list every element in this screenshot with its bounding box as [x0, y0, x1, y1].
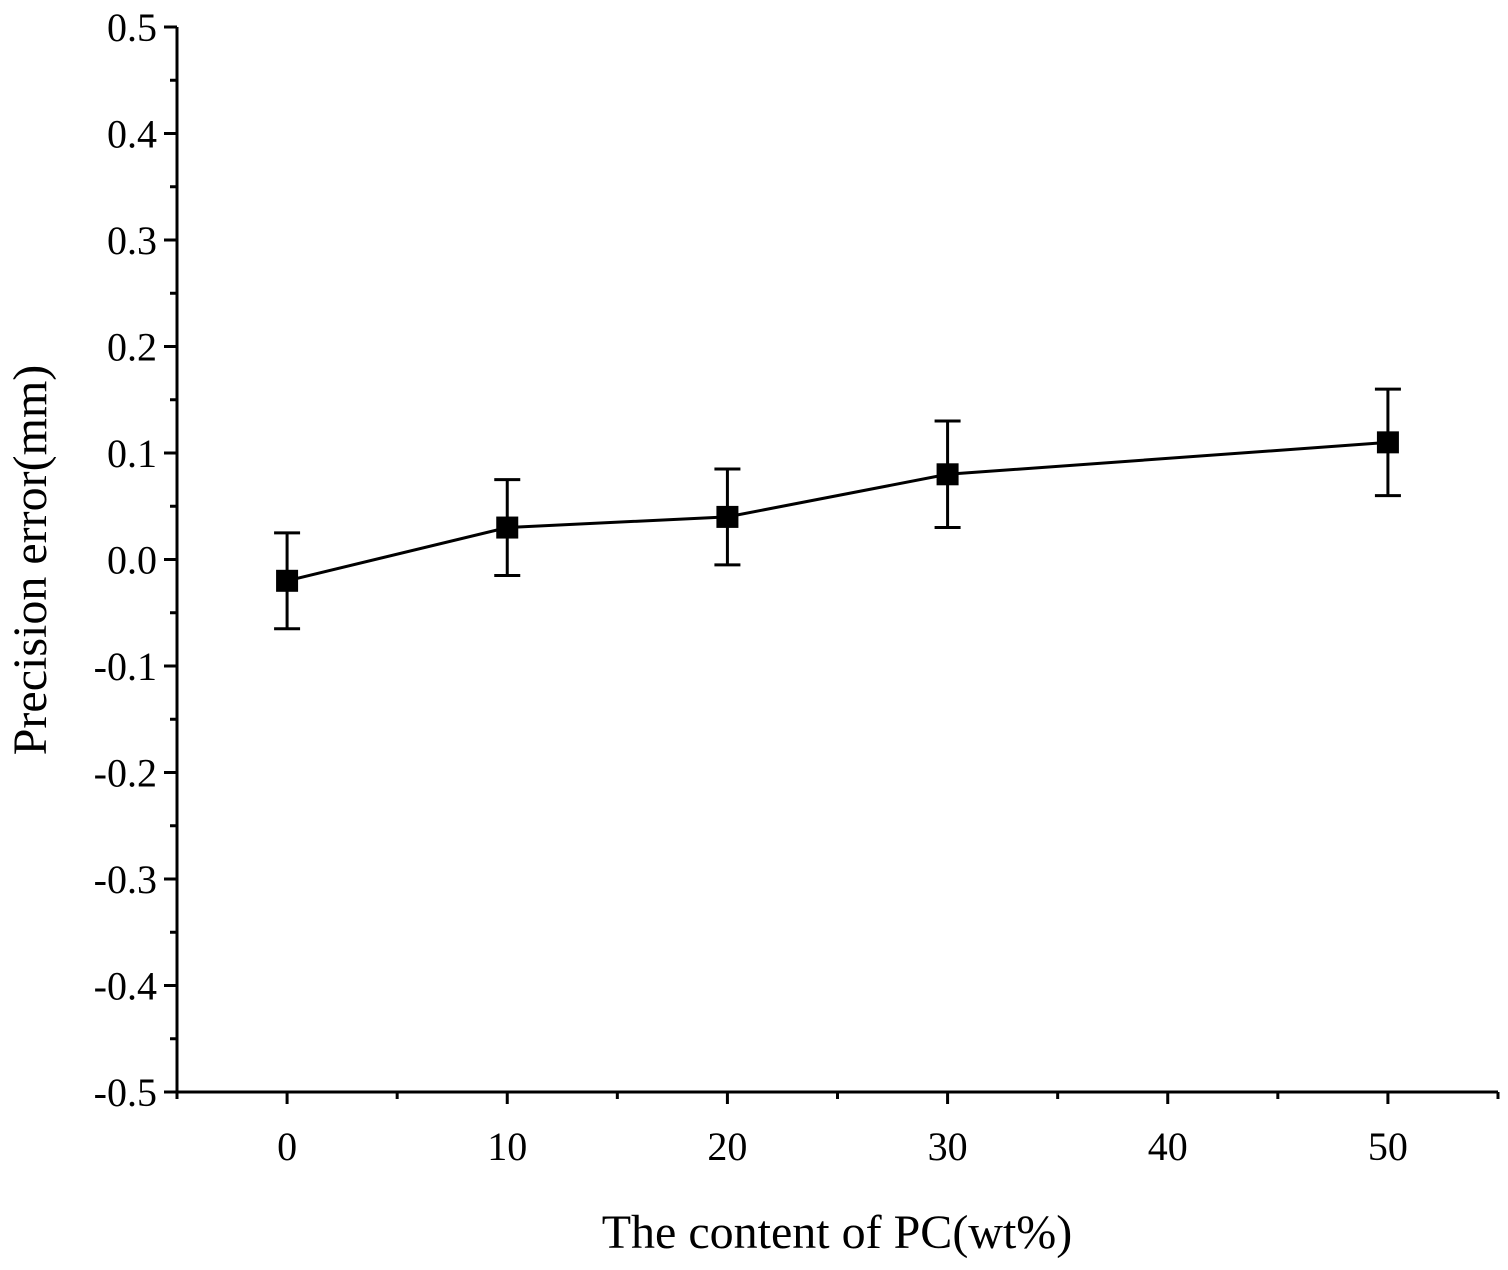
- x-tick-label: 0: [277, 1124, 297, 1169]
- y-tick-label: 0.5: [107, 5, 157, 50]
- y-tick-label: 0.2: [107, 325, 157, 370]
- series-layer: [274, 387, 1401, 631]
- x-tick-label: 30: [928, 1124, 968, 1169]
- y-tick-label: -0.1: [94, 644, 157, 689]
- series-line: [286, 440, 1389, 583]
- y-tick-label: -0.5: [94, 1070, 157, 1115]
- y-tick-label: 0.0: [107, 538, 157, 583]
- y-tick-label: -0.4: [94, 964, 157, 1009]
- y-tick-label: -0.2: [94, 751, 157, 796]
- data-point: [716, 505, 739, 528]
- x-tick-label: 40: [1148, 1124, 1188, 1169]
- x-axis-title: The content of PC(wt%): [602, 1206, 1073, 1259]
- x-tick-label: 20: [707, 1124, 747, 1169]
- data-point: [1376, 431, 1399, 454]
- x-ticks: 0 10 20 30 40 50: [175, 1092, 1500, 1169]
- y-tick-label: 0.4: [107, 112, 157, 157]
- data-point: [276, 569, 299, 592]
- y-axis-title: Precision error(mm): [4, 365, 57, 756]
- data-point: [496, 516, 519, 539]
- x-tick-label: 50: [1368, 1124, 1408, 1169]
- data-point: [936, 463, 959, 486]
- y-ticks: -0.5 -0.4 -0.3 -0.2 -0.1 0.0 0.1 0.2 0.3 0.4 0.5: [94, 5, 177, 1115]
- x-tick-label: 10: [487, 1124, 527, 1169]
- y-tick-label: 0.3: [107, 218, 157, 263]
- y-tick-label: -0.3: [94, 857, 157, 902]
- y-tick-label: 0.1: [107, 431, 157, 476]
